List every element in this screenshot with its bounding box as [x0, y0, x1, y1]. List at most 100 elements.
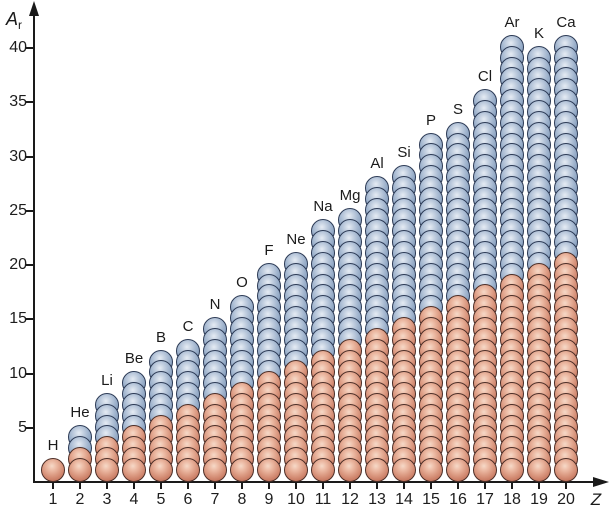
x-tick-mark: [133, 482, 135, 489]
y-tick-mark: [26, 47, 34, 49]
x-tick-mark: [160, 482, 162, 489]
x-tick-mark: [79, 482, 81, 489]
x-tick-mark: [187, 482, 189, 489]
element-symbol-f: F: [264, 241, 274, 259]
y-tick-label: 5: [18, 418, 27, 436]
x-tick-mark: [484, 482, 486, 489]
x-tick-mark: [268, 482, 270, 489]
x-tick-mark: [403, 482, 405, 489]
element-symbol-he: He: [70, 404, 90, 422]
red-ball: [392, 458, 416, 482]
red-ball: [527, 458, 551, 482]
x-tick-label: 19: [530, 491, 548, 508]
x-tick-label: 12: [341, 491, 359, 508]
y-tick-label: 20: [9, 256, 27, 273]
x-tick-mark: [430, 482, 432, 489]
red-ball: [473, 458, 497, 482]
element-symbol-ne: Ne: [286, 230, 306, 248]
x-tick-label: 15: [422, 491, 440, 508]
x-tick-label: 17: [476, 491, 494, 508]
x-tick-mark: [52, 482, 54, 489]
x-tick-label: 16: [449, 491, 467, 508]
red-ball: [176, 458, 200, 482]
y-axis-arrow-icon: [29, 1, 39, 16]
x-tick-mark: [457, 482, 459, 489]
x-tick-label: 2: [75, 491, 85, 508]
element-symbol-si: Si: [397, 144, 411, 162]
x-tick-mark: [106, 482, 108, 489]
element-symbol-na: Na: [313, 198, 333, 216]
y-tick-mark: [26, 372, 34, 375]
x-tick-label: 10: [287, 491, 305, 508]
red-ball: [419, 458, 443, 482]
x-tick-mark: [241, 482, 243, 489]
y-tick-mark: [26, 318, 34, 321]
element-symbol-ar: Ar: [504, 13, 520, 31]
red-ball: [554, 458, 578, 482]
x-tick-label: 11: [314, 491, 332, 508]
y-tick-label: 35: [9, 93, 27, 111]
x-tick-label: 14: [395, 491, 413, 508]
red-ball: [311, 458, 335, 482]
y-tick-mark: [26, 209, 34, 212]
element-symbol-be: Be: [124, 350, 144, 368]
x-tick-label: 5: [156, 491, 166, 508]
red-ball: [41, 458, 65, 482]
y-tick-mark: [26, 264, 34, 266]
element-symbol-al: Al: [370, 154, 384, 172]
x-tick-label: 6: [183, 491, 193, 508]
red-ball: [284, 458, 308, 482]
red-ball: [95, 458, 119, 482]
y-tick-mark: [26, 101, 34, 104]
element-symbol-o: O: [236, 274, 248, 292]
x-tick-mark: [376, 482, 378, 489]
element-symbol-c: C: [182, 317, 194, 335]
y-axis-line: [33, 8, 35, 483]
element-symbol-li: Li: [101, 371, 113, 389]
element-symbol-ca: Ca: [556, 13, 576, 31]
y-axis-label-subscript: r: [18, 18, 23, 32]
x-tick-label: 7: [210, 491, 220, 508]
element-symbol-b: B: [155, 328, 166, 346]
x-tick-label: 4: [129, 491, 139, 508]
red-ball: [149, 458, 173, 482]
y-tick-label: 10: [9, 364, 27, 382]
y-tick-mark: [26, 155, 34, 158]
red-ball: [338, 458, 362, 482]
x-tick-mark: [322, 482, 324, 489]
red-ball: [68, 458, 92, 482]
x-tick-label: 8: [237, 491, 247, 508]
red-ball: [122, 458, 146, 482]
x-tick-label: 18: [503, 491, 521, 508]
y-tick-label: 15: [9, 310, 27, 328]
y-tick-label: 30: [9, 147, 27, 165]
red-ball: [446, 458, 470, 482]
x-tick-mark: [511, 482, 513, 489]
element-symbol-h: H: [47, 437, 59, 454]
x-axis-line: [33, 481, 595, 483]
red-ball: [365, 458, 389, 482]
x-tick-mark: [565, 482, 567, 489]
element-symbol-n: N: [209, 295, 221, 313]
red-ball: [203, 458, 227, 482]
x-tick-label: 13: [368, 491, 386, 508]
y-tick-label: 40: [9, 39, 27, 56]
red-ball: [230, 458, 254, 482]
element-symbol-s: S: [452, 100, 463, 118]
y-tick-label: 25: [9, 201, 27, 219]
x-tick-label: 3: [102, 491, 112, 508]
y-tick-mark: [26, 426, 34, 429]
element-symbol-mg: Mg: [339, 187, 361, 205]
x-axis-label: Z: [590, 490, 602, 509]
y-axis-label-main: A: [6, 9, 19, 29]
x-tick-label: 20: [557, 491, 575, 508]
element-symbol-k: K: [533, 24, 544, 42]
x-tick-mark: [295, 482, 297, 489]
x-tick-label: 1: [48, 491, 58, 508]
x-tick-label: 9: [264, 491, 274, 508]
x-tick-mark: [349, 482, 351, 489]
x-axis-arrow-icon: [593, 477, 609, 487]
red-ball: [500, 458, 524, 482]
x-tick-mark: [538, 482, 540, 489]
